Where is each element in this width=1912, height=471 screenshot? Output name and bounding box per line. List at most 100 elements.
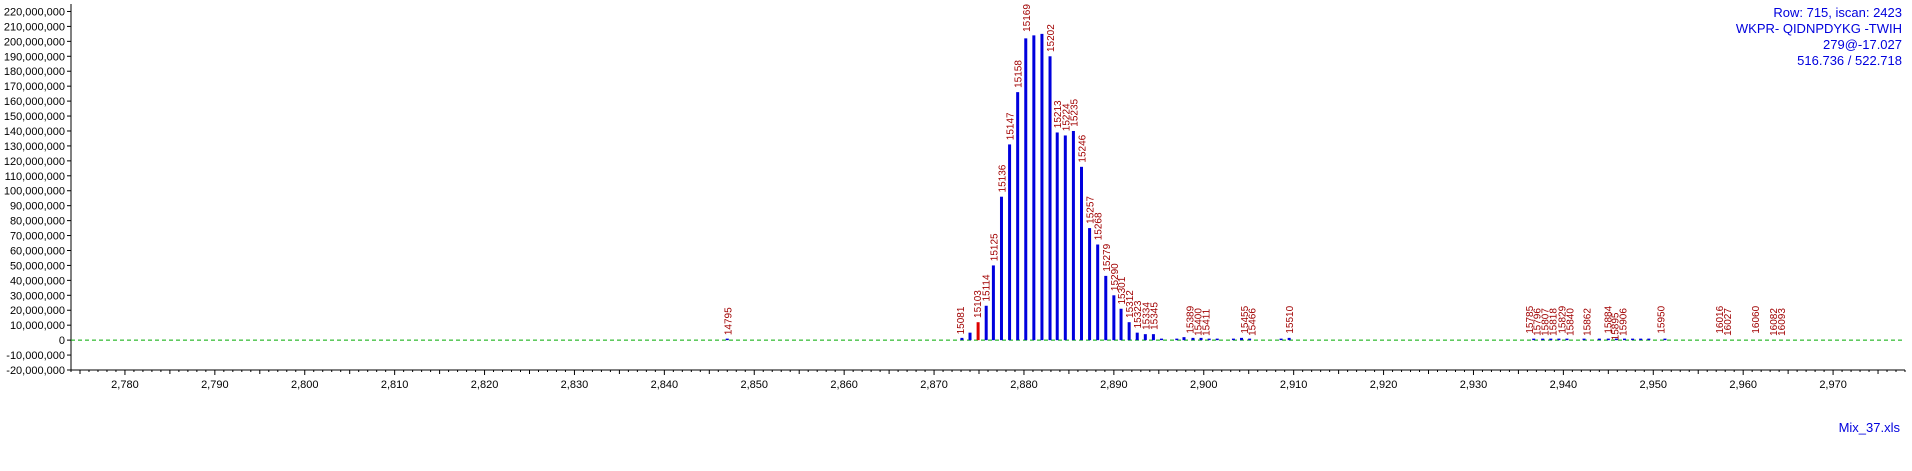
peak-label: 15796 xyxy=(1532,308,1543,336)
peak-label: 16060 xyxy=(1751,305,1762,333)
peak-bar xyxy=(1549,338,1553,341)
y-axis-ticks: -20,000,000 -10,000,000 0 10,000,000 20,000,… xyxy=(4,6,71,377)
peak-bar xyxy=(1063,135,1067,341)
y-tick-label: 60,000,000 xyxy=(10,245,65,257)
peak-bar xyxy=(1119,308,1123,341)
y-tick-label: 130,000,000 xyxy=(4,141,65,153)
y-tick-label: 30,000,000 xyxy=(10,290,65,302)
retention-info: 279@-17.027 xyxy=(1823,37,1902,52)
x-tick-label: 2,820 xyxy=(471,379,499,391)
y-tick-label: -10,000,000 xyxy=(6,350,65,362)
peak-label: 15257 xyxy=(1086,196,1097,224)
x-axis-ticks: 2,780 2,790 2,800 2,810 2,820 2,830 2,840 2,850… xyxy=(70,370,1906,391)
peak-bar xyxy=(1032,35,1036,341)
peak-bar xyxy=(1055,132,1059,341)
peak-bar xyxy=(984,305,988,341)
peak-bar xyxy=(960,337,964,341)
peak-bar xyxy=(725,338,729,341)
peptide-sequence: WKPR- QIDNPDYKG -TWIH xyxy=(1735,21,1902,36)
y-tick-label: 220,000,000 xyxy=(4,6,65,18)
peak-bar xyxy=(1071,130,1075,341)
peak-label: 14795 xyxy=(723,307,734,335)
peak-bar xyxy=(1279,338,1283,341)
x-tick-label: 2,910 xyxy=(1280,379,1308,391)
peak-label: 15807 xyxy=(1540,308,1551,336)
peak-bar xyxy=(1614,338,1618,341)
peak-bar xyxy=(1606,338,1610,341)
peak-label: 16027 xyxy=(1723,308,1734,336)
x-tick-label: 2,850 xyxy=(740,379,768,391)
peak-label: 15466 xyxy=(1247,308,1258,336)
y-tick-label: 40,000,000 xyxy=(10,275,65,287)
x-tick-label: 2,810 xyxy=(381,379,409,391)
peak-label: 15246 xyxy=(1077,134,1088,162)
peak-label: 15290 xyxy=(1110,263,1121,291)
peak-label: 15103 xyxy=(973,290,984,318)
peak-bar xyxy=(1199,337,1203,341)
peak-label: 15389 xyxy=(1185,305,1196,333)
peak-bar xyxy=(1143,334,1147,341)
peak-bar xyxy=(976,322,980,341)
peak-bar xyxy=(1532,338,1536,341)
peak-bar xyxy=(1016,92,1020,341)
peak-bar xyxy=(1557,338,1561,341)
x-tick-label: 2,930 xyxy=(1460,379,1488,391)
peak-label: 15829 xyxy=(1558,305,1569,333)
y-tick-label: 200,000,000 xyxy=(4,36,65,48)
peak-bar xyxy=(991,265,995,341)
peak-label: 15125 xyxy=(989,233,1000,261)
peak-bar xyxy=(1048,56,1052,341)
peak-label: 15213 xyxy=(1053,100,1064,128)
peak-label: 15312 xyxy=(1125,290,1136,318)
peak-label: 15785 xyxy=(1525,305,1536,333)
peak-label: 15840 xyxy=(1566,308,1577,336)
peak-bar xyxy=(1112,295,1116,341)
x-tick-label: 2,970 xyxy=(1819,379,1847,391)
y-tick-label: 80,000,000 xyxy=(10,216,65,228)
x-tick-label: 2,860 xyxy=(830,379,858,391)
peak-bar xyxy=(1231,338,1235,341)
peak-bar xyxy=(968,332,972,341)
peak-label: 15202 xyxy=(1046,24,1057,52)
x-tick-label: 2,840 xyxy=(651,379,679,391)
peak-bar xyxy=(999,196,1003,341)
x-tick-label: 2,890 xyxy=(1100,379,1128,391)
peak-bar xyxy=(1024,38,1028,341)
peak-label: 15114 xyxy=(981,274,992,302)
peak-label: 15906 xyxy=(1619,308,1630,336)
peak-bar xyxy=(1096,244,1100,341)
x-tick-label: 2,870 xyxy=(920,379,948,391)
peak-bar xyxy=(1182,337,1186,341)
peak-bar xyxy=(1663,338,1667,341)
peak-label: 15279 xyxy=(1102,243,1113,271)
peak-bar xyxy=(1248,338,1252,341)
y-tick-label: 10,000,000 xyxy=(10,320,65,332)
peak-bar xyxy=(1207,338,1211,341)
file-name-label: Mix_37.xls xyxy=(1838,420,1900,435)
y-tick-label: 170,000,000 xyxy=(4,81,65,93)
peak-bar xyxy=(1623,338,1627,341)
peak-label: 15884 xyxy=(1603,305,1614,333)
peak-bar xyxy=(1088,228,1092,341)
peak-bar xyxy=(1160,338,1164,341)
x-tick-label: 2,880 xyxy=(1010,379,1038,391)
x-tick-label: 2,950 xyxy=(1640,379,1668,391)
x-tick-label: 2,800 xyxy=(291,379,319,391)
peak-bar xyxy=(1151,334,1155,341)
peak-label: 15147 xyxy=(1006,112,1017,140)
y-tick-label: 150,000,000 xyxy=(4,111,65,123)
peak-label: 15301 xyxy=(1117,276,1128,304)
y-tick-label: -20,000,000 xyxy=(6,365,65,377)
peak-label: 15334 xyxy=(1141,302,1152,330)
y-tick-label: 110,000,000 xyxy=(5,171,65,183)
y-tick-label: 70,000,000 xyxy=(10,231,65,243)
y-tick-label: 0 xyxy=(59,335,65,347)
peak-label: 15455 xyxy=(1240,305,1251,333)
x-tick-label: 2,920 xyxy=(1370,379,1398,391)
peak-label: 15158 xyxy=(1014,60,1025,88)
peak-bar xyxy=(1127,322,1131,341)
peak-label: 15268 xyxy=(1094,212,1105,240)
peak-label: 16016 xyxy=(1715,305,1726,333)
